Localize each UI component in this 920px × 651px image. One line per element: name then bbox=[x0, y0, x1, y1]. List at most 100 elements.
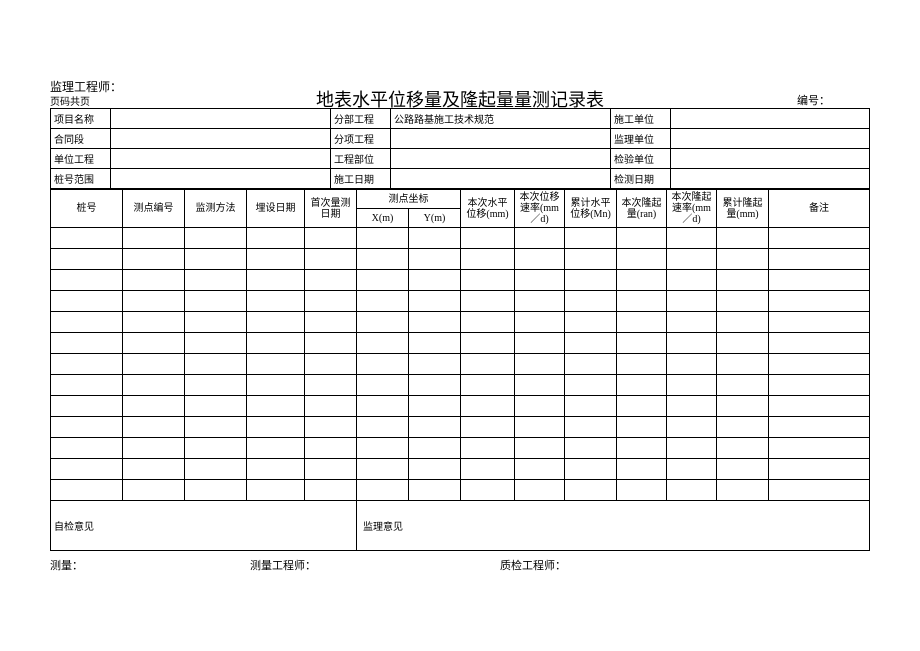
table-cell bbox=[565, 438, 617, 459]
table-cell bbox=[409, 291, 461, 312]
table-cell bbox=[305, 312, 357, 333]
table-cell bbox=[717, 480, 769, 501]
table-cell bbox=[565, 291, 617, 312]
table-row bbox=[51, 459, 870, 480]
table-cell bbox=[409, 459, 461, 480]
meta-label: 检验单位 bbox=[611, 149, 671, 169]
table-cell bbox=[305, 480, 357, 501]
table-cell bbox=[305, 333, 357, 354]
table-cell bbox=[515, 396, 565, 417]
table-cell bbox=[247, 417, 305, 438]
table-cell bbox=[185, 354, 247, 375]
meta-value bbox=[391, 169, 611, 189]
table-cell bbox=[617, 438, 667, 459]
table-cell bbox=[667, 438, 717, 459]
meta-label: 监理单位 bbox=[611, 129, 671, 149]
col-header: 桩号 bbox=[51, 190, 123, 228]
table-row bbox=[51, 417, 870, 438]
table-cell bbox=[769, 312, 870, 333]
footer-measure-engineer: 测量工程师： bbox=[250, 557, 500, 573]
table-cell bbox=[515, 312, 565, 333]
table-row bbox=[51, 354, 870, 375]
table-cell bbox=[305, 354, 357, 375]
table-cell bbox=[305, 417, 357, 438]
meta-table: 项目名称 分部工程公路路基施工技术规范 施工单位 合同段 分项工程 监理单位 单… bbox=[50, 108, 870, 189]
table-cell bbox=[769, 291, 870, 312]
meta-label: 检测日期 bbox=[611, 169, 671, 189]
table-cell bbox=[357, 417, 409, 438]
col-header: 累计水平位移(Mn) bbox=[565, 190, 617, 228]
table-cell bbox=[461, 312, 515, 333]
table-cell bbox=[409, 228, 461, 249]
table-cell bbox=[769, 375, 870, 396]
page: 监理工程师： 页码共页 地表水平位移量及隆起量量测记录表 编号： 项目名称 分部… bbox=[0, 0, 920, 651]
table-cell bbox=[51, 291, 123, 312]
meta-row: 合同段 分项工程 监理单位 bbox=[51, 129, 870, 149]
table-cell bbox=[565, 459, 617, 480]
table-cell bbox=[565, 354, 617, 375]
table-cell bbox=[409, 270, 461, 291]
table-cell bbox=[123, 375, 185, 396]
table-cell bbox=[51, 480, 123, 501]
table-cell bbox=[617, 354, 667, 375]
table-cell bbox=[409, 312, 461, 333]
table-cell bbox=[247, 375, 305, 396]
table-cell bbox=[357, 480, 409, 501]
table-cell bbox=[247, 228, 305, 249]
table-cell bbox=[51, 228, 123, 249]
meta-label: 合同段 bbox=[51, 129, 111, 149]
table-cell bbox=[123, 354, 185, 375]
table-cell bbox=[51, 438, 123, 459]
table-cell bbox=[461, 480, 515, 501]
table-row bbox=[51, 270, 870, 291]
table-row bbox=[51, 438, 870, 459]
table-cell bbox=[409, 480, 461, 501]
table-cell bbox=[461, 228, 515, 249]
table-cell bbox=[667, 480, 717, 501]
meta-value bbox=[671, 149, 870, 169]
table-cell bbox=[617, 291, 667, 312]
table-cell bbox=[305, 270, 357, 291]
table-cell bbox=[769, 480, 870, 501]
table-cell bbox=[185, 438, 247, 459]
table-cell bbox=[667, 417, 717, 438]
table-cell bbox=[409, 354, 461, 375]
supervision-opinion-label: 监理意见 bbox=[357, 501, 870, 551]
table-cell bbox=[515, 228, 565, 249]
table-cell bbox=[409, 438, 461, 459]
table-cell bbox=[769, 249, 870, 270]
document-title: 地表水平位移量及隆起量量测记录表 bbox=[50, 86, 870, 112]
table-cell bbox=[185, 333, 247, 354]
table-cell bbox=[515, 333, 565, 354]
table-cell bbox=[185, 312, 247, 333]
col-subheader: X(m) bbox=[357, 209, 409, 228]
table-cell bbox=[461, 438, 515, 459]
table-cell bbox=[357, 354, 409, 375]
meta-row: 桩号范围 施工日期 检测日期 bbox=[51, 169, 870, 189]
table-cell bbox=[461, 270, 515, 291]
col-header: 测点编号 bbox=[123, 190, 185, 228]
table-cell bbox=[617, 228, 667, 249]
table-cell bbox=[667, 312, 717, 333]
table-cell bbox=[515, 417, 565, 438]
table-cell bbox=[185, 480, 247, 501]
table-cell bbox=[565, 480, 617, 501]
table-cell bbox=[717, 249, 769, 270]
table-cell bbox=[769, 354, 870, 375]
table-cell bbox=[123, 291, 185, 312]
table-cell bbox=[515, 270, 565, 291]
table-cell bbox=[565, 333, 617, 354]
table-cell bbox=[515, 249, 565, 270]
col-header-group: 测点坐标 bbox=[357, 190, 461, 209]
meta-label: 桩号范围 bbox=[51, 169, 111, 189]
table-row bbox=[51, 228, 870, 249]
table-cell bbox=[565, 417, 617, 438]
table-cell bbox=[515, 459, 565, 480]
table-cell bbox=[51, 396, 123, 417]
table-cell bbox=[461, 291, 515, 312]
table-cell bbox=[717, 228, 769, 249]
table-cell bbox=[409, 396, 461, 417]
meta-label: 单位工程 bbox=[51, 149, 111, 169]
table-cell bbox=[667, 291, 717, 312]
table-cell bbox=[617, 375, 667, 396]
